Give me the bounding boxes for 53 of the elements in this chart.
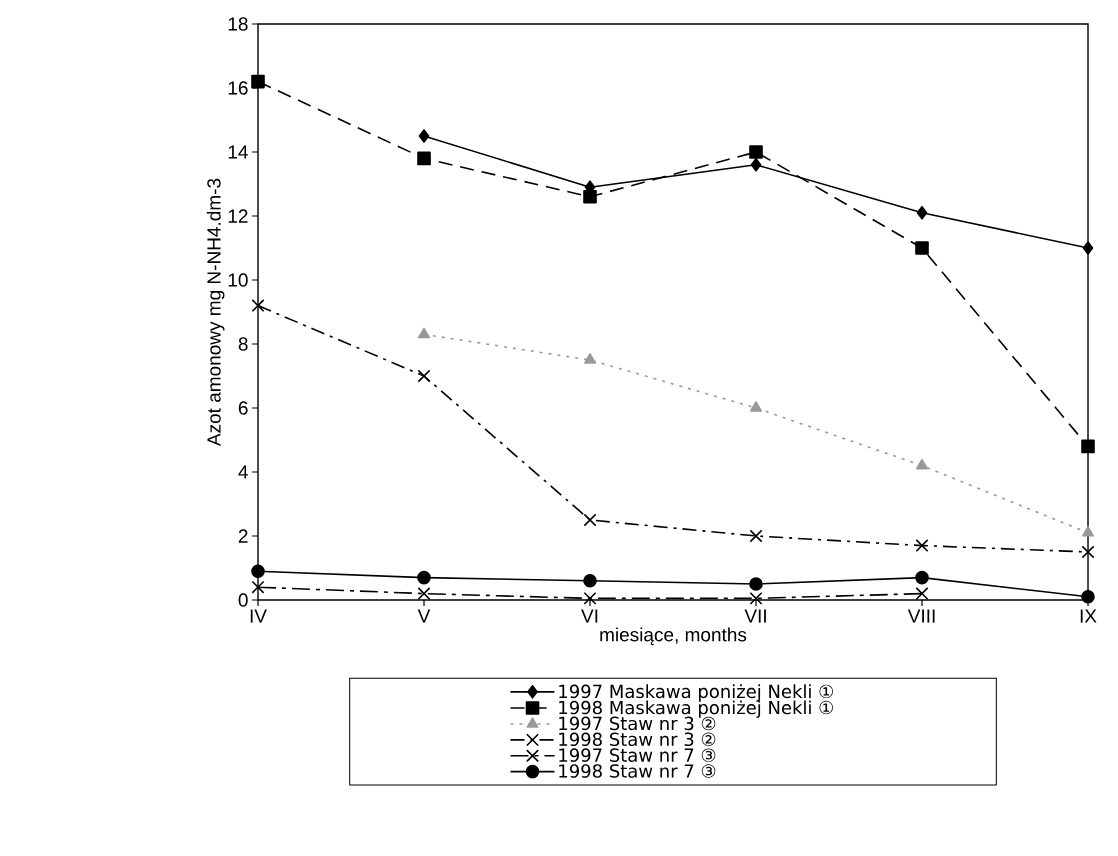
legend-label: 1997 Staw nr 7 ③ bbox=[559, 748, 716, 762]
point bbox=[251, 299, 265, 313]
point bbox=[417, 587, 431, 601]
x-tick-label: VI bbox=[581, 609, 598, 623]
point bbox=[583, 574, 597, 588]
y-tick-label: 2 bbox=[238, 529, 248, 543]
point bbox=[749, 591, 763, 605]
point bbox=[1081, 545, 1095, 559]
point bbox=[749, 577, 763, 591]
x-tick-label: VII bbox=[744, 609, 766, 623]
point bbox=[418, 129, 430, 143]
point bbox=[1082, 241, 1094, 255]
point bbox=[750, 401, 763, 412]
point bbox=[915, 539, 929, 553]
point bbox=[583, 591, 597, 605]
point bbox=[583, 189, 597, 204]
point bbox=[915, 570, 929, 585]
x-axis-title: miesiące, months bbox=[600, 627, 747, 646]
y-tick-label: 8 bbox=[238, 337, 248, 351]
y-tick-label: 0 bbox=[238, 593, 248, 607]
point bbox=[915, 587, 929, 601]
point bbox=[915, 241, 929, 255]
y-tick-label: 4 bbox=[238, 465, 248, 479]
point bbox=[916, 205, 928, 220]
point bbox=[251, 564, 265, 578]
y-axis-title: Azot amonowy mg N-NH4.dm-3 bbox=[206, 178, 225, 447]
point bbox=[417, 151, 431, 166]
x-tick-label: VIII bbox=[907, 609, 935, 623]
y-tick-label: 6 bbox=[238, 401, 248, 415]
y-tick-label: 14 bbox=[228, 145, 248, 159]
point bbox=[417, 369, 431, 383]
point bbox=[417, 570, 431, 585]
legend-label: 1998 Staw nr 3 ② bbox=[559, 732, 716, 747]
point bbox=[583, 513, 597, 527]
point bbox=[749, 529, 763, 543]
point bbox=[1081, 439, 1095, 454]
x-tick-label: IX bbox=[1080, 609, 1097, 623]
y-tick-label: 18 bbox=[228, 17, 248, 31]
y-tick-label: 10 bbox=[228, 273, 248, 287]
legend-label: 1998 Staw nr 7 ③ bbox=[559, 764, 716, 778]
point bbox=[251, 74, 265, 89]
point bbox=[916, 458, 928, 470]
point bbox=[1081, 590, 1095, 604]
point bbox=[749, 145, 763, 159]
point bbox=[1082, 526, 1095, 537]
point bbox=[418, 327, 430, 339]
point bbox=[584, 353, 596, 364]
point bbox=[750, 157, 762, 172]
y-tick-label: 16 bbox=[228, 81, 248, 95]
y-tick-label: 12 bbox=[228, 209, 248, 223]
x-tick-label: IV bbox=[250, 609, 267, 623]
x-tick-label: V bbox=[417, 609, 431, 623]
point bbox=[251, 580, 265, 594]
